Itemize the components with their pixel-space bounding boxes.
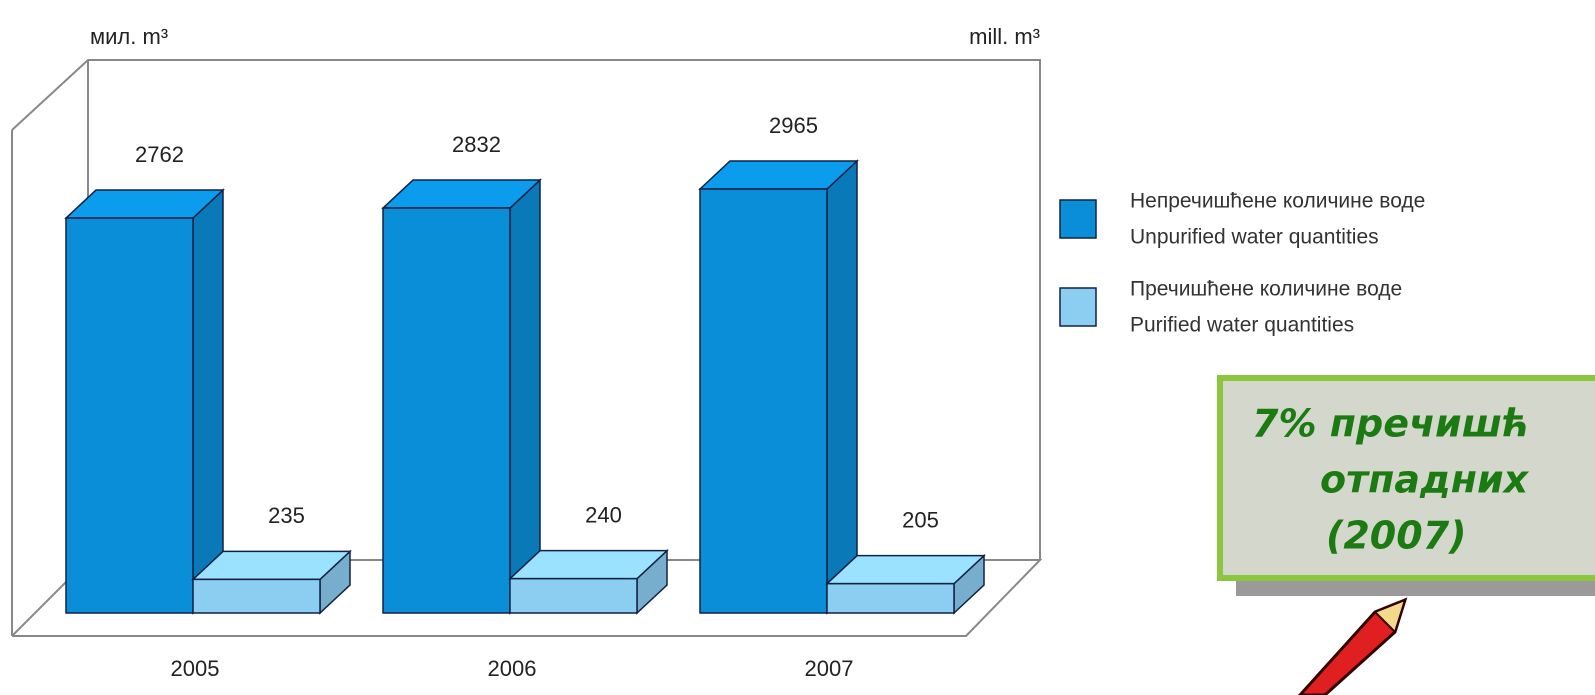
callout-text: 7% пречишћ: [1252, 402, 1530, 446]
legend-label: Purified water quantities: [1130, 314, 1354, 337]
legend-swatch: [1059, 287, 1097, 327]
value-label: 205: [902, 507, 939, 532]
unit-label: mill. m³: [969, 24, 1040, 49]
bar: [699, 188, 828, 614]
legend-label: Пречишћене количине воде: [1130, 278, 1402, 301]
bar: [192, 578, 321, 614]
value-label: 2965: [769, 113, 818, 138]
unit-label: мил. m³: [90, 24, 168, 49]
callout-box: [1217, 375, 1595, 596]
value-label: 2832: [452, 132, 501, 157]
legend-swatch: [1059, 199, 1097, 239]
legend-label: Unpurified water quantities: [1130, 226, 1379, 249]
value-label: 2762: [135, 142, 184, 167]
bar: [65, 217, 194, 614]
x-tick-label: 2006: [488, 656, 537, 681]
x-tick-label: 2007: [805, 656, 854, 681]
value-label: 235: [268, 503, 305, 528]
x-tick-label: 2005: [171, 656, 220, 681]
bar: [382, 207, 511, 614]
legend-label: Непречишћене количине воде: [1130, 190, 1425, 213]
bar: [826, 582, 955, 614]
bar-side: [192, 188, 224, 615]
callout-text: отпадних: [1320, 458, 1530, 502]
value-label: 240: [585, 502, 622, 527]
callout-text: (2007): [1326, 514, 1467, 558]
bar: [509, 577, 638, 614]
bar-side: [826, 159, 858, 615]
bar-side: [509, 178, 541, 615]
pencil: [1297, 597, 1408, 695]
